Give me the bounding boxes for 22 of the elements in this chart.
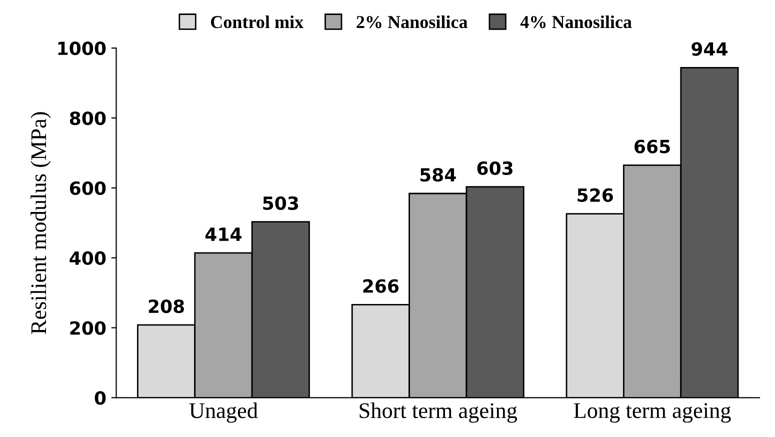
y-tick-label: 600 [70,181,106,196]
legend-label: Control mix [211,15,304,28]
x-tick-label: Unaged [189,402,258,423]
y-axis-title: Resilient modulus (MPa) [30,112,51,334]
data-label: 584 [420,168,456,182]
y-tick-label: 200 [70,321,106,335]
data-label: 414 [205,228,242,241]
data-label: 526 [578,188,613,202]
y-tick-label: 800 [70,111,106,126]
data-label: 665 [634,140,670,154]
data-label: 266 [363,279,399,293]
y-tick-label: 1000 [58,42,106,56]
data-label: 503 [263,196,298,210]
data-label: 944 [692,42,728,56]
x-tick-label: Long term ageing [574,403,731,423]
data-label: 603 [477,161,512,176]
y-tick-label: 0 [94,391,106,405]
legend-label: 2% Nanosilica [356,15,468,28]
legend-label: 4% Nanosilica [520,15,632,28]
x-tick-label: Short term ageing [360,402,518,423]
data-label: 208 [148,299,184,314]
y-tick-label: 400 [70,251,106,265]
